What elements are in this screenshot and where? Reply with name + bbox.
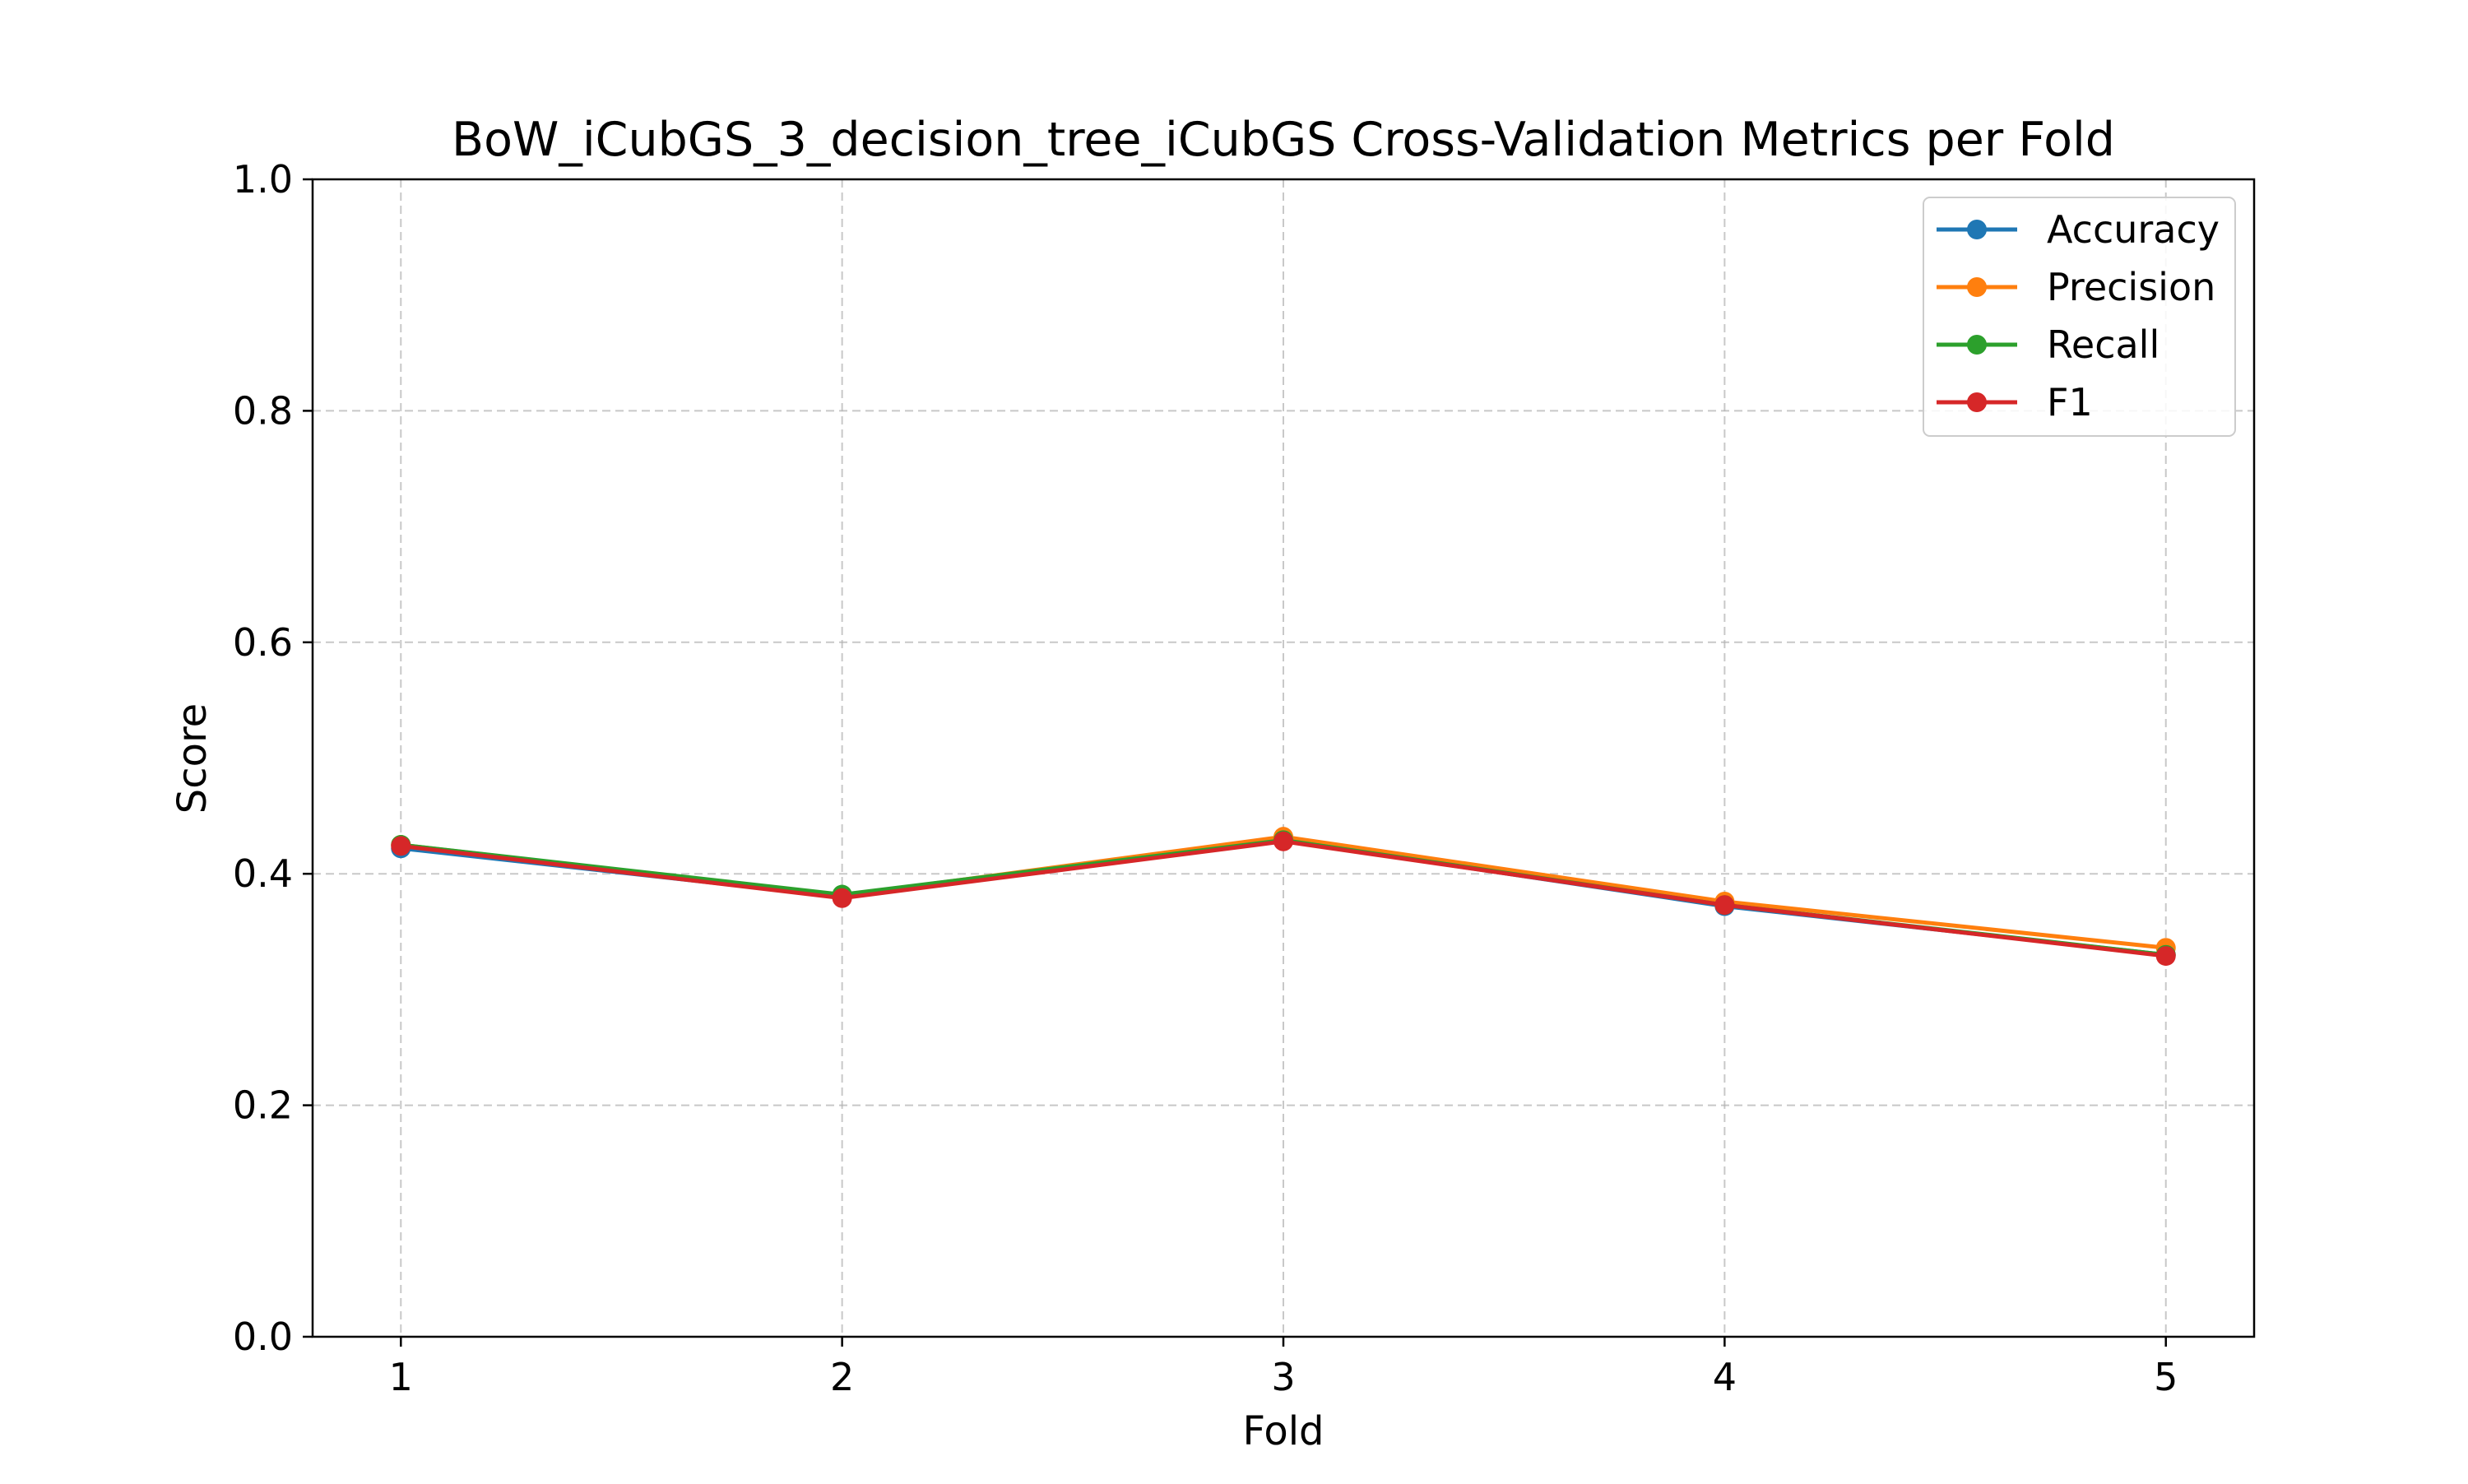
y-tick-label: 1.0 <box>233 157 293 202</box>
axis-ticks: 1 2 3 4 5 0.0 0.2 0.4 0.6 0.8 1.0 <box>233 157 2178 1399</box>
f1-point <box>391 836 411 856</box>
x-axis-label: Fold <box>1242 1408 1324 1454</box>
y-tick-label: 0.0 <box>233 1315 293 1359</box>
legend: Accuracy Precision Recall F1 <box>1923 197 2236 437</box>
y-tick-label: 0.4 <box>233 851 293 896</box>
legend-box <box>1923 197 2236 437</box>
y-axis-label: Score <box>169 703 216 814</box>
legend-label-recall: Recall <box>2047 322 2160 367</box>
y-tick-label: 0.6 <box>233 620 293 665</box>
legend-label-accuracy: Accuracy <box>2047 207 2220 252</box>
x-tick-label: 1 <box>389 1355 413 1399</box>
x-tick-label: 4 <box>1713 1355 1737 1399</box>
legend-label-f1: F1 <box>2047 380 2093 424</box>
legend-swatch-marker-f1 <box>1967 392 1987 412</box>
y-tick-label: 0.8 <box>233 388 293 433</box>
legend-swatch-marker-accuracy <box>1967 220 1987 239</box>
x-tick-label: 3 <box>1271 1355 1295 1399</box>
chart-title: BoW_iCubGS_3_decision_tree_iCubGS Cross-… <box>452 113 2115 167</box>
y-tick-label: 0.2 <box>233 1083 293 1128</box>
legend-swatch-marker-precision <box>1967 277 1987 297</box>
legend-swatch-marker-recall <box>1967 335 1987 355</box>
series-lines <box>391 827 2176 967</box>
f1-point <box>1273 831 1293 851</box>
f1-point <box>832 888 852 908</box>
x-tick-label: 5 <box>2154 1355 2178 1399</box>
x-tick-label: 2 <box>830 1355 854 1399</box>
legend-label-precision: Precision <box>2047 265 2215 309</box>
f1-point <box>2155 946 2176 967</box>
f1-point <box>1714 895 1735 916</box>
